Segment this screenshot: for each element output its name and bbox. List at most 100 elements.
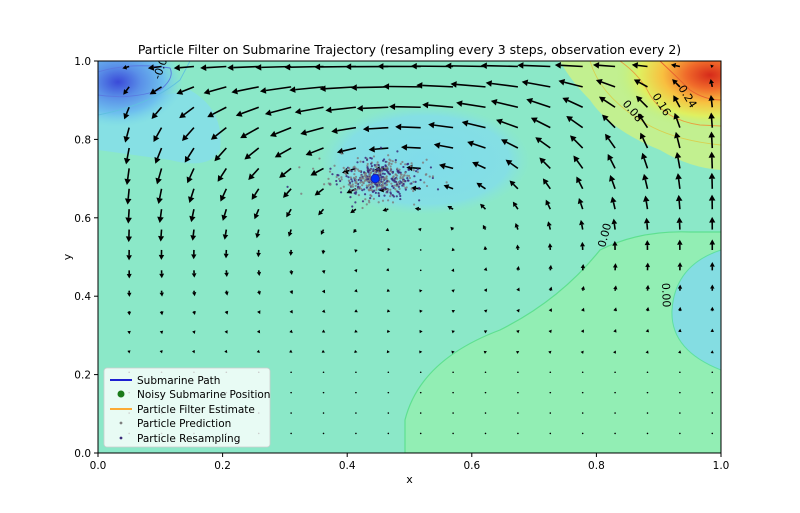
particle (381, 166, 383, 168)
particle (386, 191, 388, 193)
quiver-arrow (420, 270, 422, 272)
particle (394, 184, 396, 186)
particle (355, 167, 357, 169)
particle (362, 182, 364, 184)
particle (382, 173, 384, 175)
quiver-arrow (647, 371, 649, 373)
quiver-arrow (388, 392, 390, 394)
particle (390, 165, 392, 167)
particle (352, 166, 354, 168)
particle (396, 195, 398, 197)
quiver-arrow (485, 392, 487, 394)
particle (360, 188, 362, 190)
particle (392, 201, 394, 203)
x-tick-label: 0.2 (214, 460, 231, 472)
particle (348, 180, 350, 182)
particle (343, 186, 345, 188)
particle (358, 179, 360, 181)
x-axis-label: x (406, 473, 413, 486)
particle (300, 193, 302, 195)
particle (385, 161, 387, 163)
particle (392, 160, 394, 162)
particle (382, 200, 384, 202)
quiver-arrow (355, 371, 357, 373)
particle (398, 181, 400, 183)
particle (370, 163, 372, 165)
particle (377, 161, 379, 163)
quiver-arrow (452, 392, 454, 394)
particle (336, 174, 338, 176)
particle (347, 176, 349, 178)
quiver-arrow (485, 433, 487, 435)
quiver-arrow (388, 412, 390, 414)
particle (353, 173, 355, 175)
particle (396, 150, 398, 152)
quiver-arrow (582, 433, 584, 435)
quiver-arrow (452, 371, 454, 373)
particle (366, 203, 368, 205)
quiver-arrow (549, 392, 551, 394)
particle (407, 180, 409, 182)
particle (397, 191, 399, 193)
particle (366, 166, 368, 168)
particle (351, 205, 353, 207)
particle (389, 195, 391, 197)
particle (333, 165, 335, 167)
particle (417, 171, 419, 173)
particle (403, 174, 405, 176)
particle (318, 157, 320, 159)
quiver-arrow (290, 371, 292, 373)
quiver-arrow (711, 433, 713, 435)
particle (365, 176, 367, 178)
particle (369, 183, 371, 185)
x-tick-label: 0.6 (463, 460, 480, 472)
legend-handle-noisy-position (118, 391, 125, 398)
particle (407, 169, 409, 171)
particle (345, 173, 347, 175)
quiver-arrow (420, 371, 422, 373)
submarine-position-marker (371, 174, 379, 182)
chart-title: Particle Filter on Submarine Trajectory … (138, 42, 681, 57)
particle (286, 186, 288, 188)
particle (391, 185, 393, 187)
quiver-arrow (355, 412, 357, 414)
particle (401, 161, 403, 163)
particle (378, 164, 380, 166)
particle (365, 173, 367, 175)
particle (354, 201, 356, 203)
particle (360, 175, 362, 177)
particle (401, 174, 403, 176)
particle (415, 181, 417, 183)
particle (390, 183, 392, 185)
particle (364, 157, 366, 159)
particle (383, 195, 385, 197)
particle (378, 195, 380, 197)
particle (378, 201, 380, 203)
particle (384, 164, 386, 166)
particle (366, 185, 368, 187)
particle (392, 171, 394, 173)
particle (395, 159, 397, 161)
particle (406, 177, 408, 179)
particle (432, 175, 434, 177)
particle (369, 180, 371, 182)
particle (357, 168, 359, 170)
quiver-arrow (711, 371, 713, 373)
particle (355, 189, 357, 191)
particle (406, 186, 408, 188)
particle (350, 185, 352, 187)
particle (437, 188, 439, 190)
particle (399, 195, 401, 197)
particle (376, 184, 378, 186)
particle (368, 200, 370, 202)
particle (402, 180, 404, 182)
particle (411, 188, 413, 190)
quiver-arrow (679, 371, 681, 373)
particle (351, 180, 353, 182)
particle (329, 171, 331, 173)
particle (393, 175, 395, 177)
particle (377, 168, 379, 170)
quiver-arrow (517, 433, 519, 435)
quiver-arrow (679, 392, 681, 394)
particle (418, 187, 420, 189)
